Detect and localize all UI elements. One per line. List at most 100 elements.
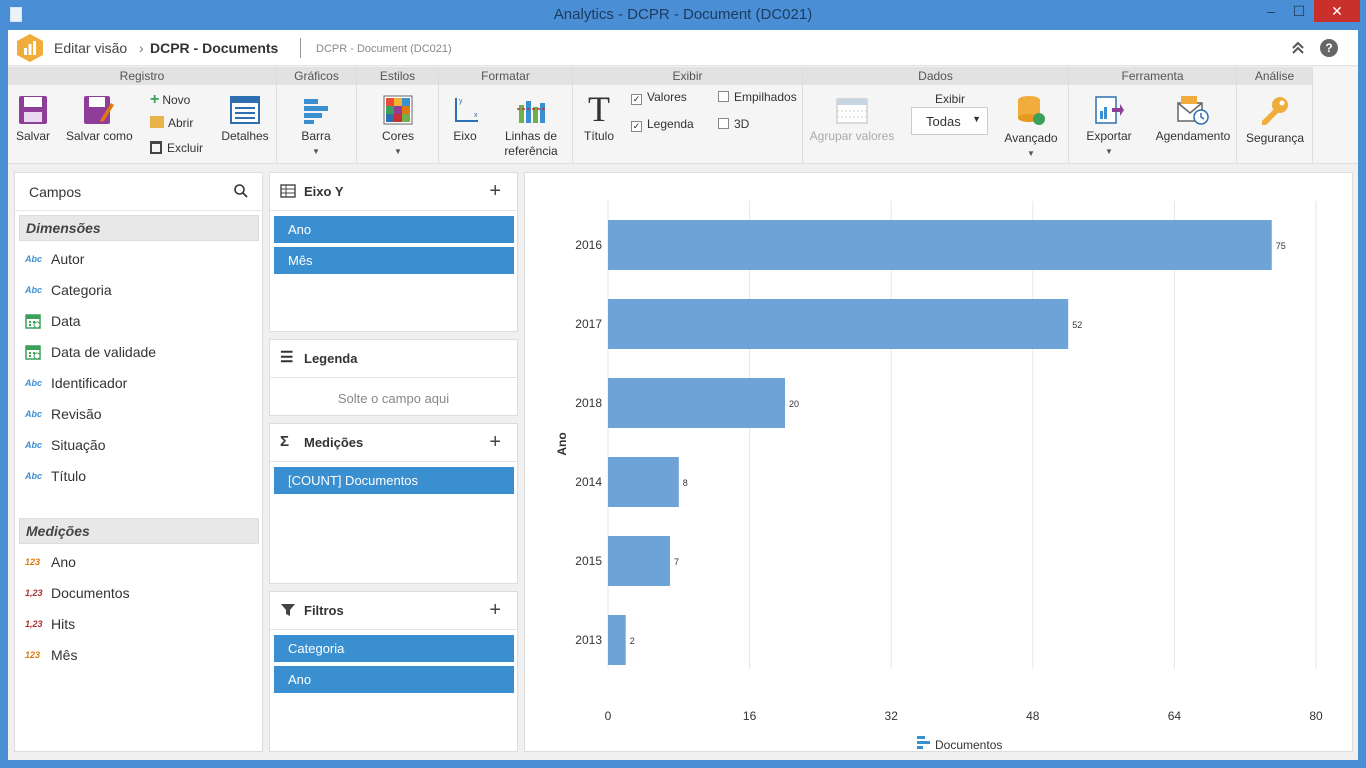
- legend-zone-header: ☰ Legenda: [270, 340, 517, 378]
- close-button[interactable]: ✕: [1314, 0, 1360, 22]
- delete-button[interactable]: Excluir: [150, 141, 203, 155]
- measure-chip[interactable]: [COUNT] Documentos: [274, 467, 514, 494]
- legend-zone-title: Legenda: [304, 351, 358, 366]
- page-subtitle: DCPR - Document (DC021): [316, 43, 452, 55]
- maximize-button[interactable]: ☐: [1292, 3, 1306, 19]
- advanced-label: Avançado: [1004, 131, 1058, 145]
- colors-button[interactable]: Cores ▼: [373, 95, 423, 156]
- axis-button[interactable]: y x Eixo: [447, 95, 483, 143]
- dimension-field-item[interactable]: Abc Situação: [25, 437, 105, 457]
- dimension-field-item[interactable]: Abc Autor: [25, 251, 84, 271]
- divider: [300, 38, 301, 58]
- search-icon[interactable]: [234, 184, 248, 198]
- dimension-field-item[interactable]: Data: [25, 313, 81, 333]
- breadcrumb-separator: ›: [139, 40, 144, 56]
- text-type-icon: Abc: [25, 285, 43, 295]
- reference-lines-label-1: Linhas de: [504, 129, 558, 143]
- dimension-field-item[interactable]: Abc Título: [25, 468, 86, 488]
- save-as-button[interactable]: Salvar como: [66, 95, 133, 143]
- stacked-checkbox[interactable]: Empilhados: [718, 90, 797, 104]
- axis-icon: y x: [455, 98, 478, 122]
- save-as-icon: [84, 96, 114, 124]
- stacked-check-icon: [718, 91, 729, 102]
- folder-search-icon: [150, 116, 164, 128]
- filter-chip[interactable]: Categoria: [274, 635, 514, 662]
- filter-funnel-icon: [281, 604, 295, 616]
- add-measure-icon[interactable]: +: [489, 431, 501, 453]
- breadcrumb-edit-view[interactable]: Editar visão: [54, 40, 128, 56]
- dimension-field-item[interactable]: Abc Categoria: [25, 282, 112, 302]
- measure-field-item[interactable]: 123 Mês: [25, 647, 77, 667]
- details-button[interactable]: Detalhes: [220, 95, 270, 143]
- x-tick-label: 16: [743, 709, 757, 723]
- legend-swatch: [917, 741, 930, 744]
- advanced-button[interactable]: Avançado ▼: [1001, 95, 1061, 158]
- chevron-down-icon: ▼: [312, 147, 320, 156]
- measure-field-item[interactable]: 1,23 Documentos: [25, 585, 130, 605]
- text-type-icon: Abc: [25, 378, 43, 388]
- security-button[interactable]: Segurança: [1243, 95, 1307, 145]
- fields-panel: Campos Dimensões Abc Autor Abc Categoria Dat…: [14, 172, 263, 752]
- data-label: 20: [789, 399, 799, 409]
- dimension-field-item[interactable]: Abc Revisão: [25, 406, 102, 426]
- bar: [608, 457, 679, 507]
- legend-drop-hint[interactable]: Solte o campo aqui: [337, 391, 450, 406]
- table-grid-icon: [280, 184, 296, 198]
- add-y-axis-icon[interactable]: +: [489, 180, 501, 202]
- data-label: 52: [1072, 320, 1082, 330]
- dimension-field-item[interactable]: Abc Identificador: [25, 375, 127, 395]
- dimension-field-label: Revisão: [51, 406, 102, 422]
- filters-zone-header: Filtros +: [270, 592, 517, 630]
- x-tick-label: 80: [1309, 709, 1323, 723]
- 3d-checkbox[interactable]: 3D: [718, 117, 749, 131]
- window-title: Analytics - DCPR - Document (DC021): [553, 6, 813, 23]
- values-checkbox[interactable]: ✓ Valores: [631, 90, 687, 105]
- open-button[interactable]: Abrir: [150, 116, 193, 130]
- new-button[interactable]: + Novo: [150, 91, 190, 109]
- dimension-field-label: Data: [51, 313, 81, 329]
- reference-lines-button[interactable]: Linhas de referência: [501, 95, 561, 158]
- stacked-label: Empilhados: [734, 90, 797, 104]
- bar-chart-button[interactable]: Barra ▼: [291, 95, 341, 156]
- number-type-icon: 1,23: [25, 588, 43, 598]
- schedule-mail-icon: [1177, 96, 1209, 125]
- add-filter-icon[interactable]: +: [489, 599, 501, 621]
- group-values-button[interactable]: Agrupar valores: [809, 95, 895, 143]
- export-button[interactable]: Exportar ▼: [1081, 95, 1137, 156]
- help-icon[interactable]: ?: [1320, 39, 1338, 57]
- y-axis-chip[interactable]: Ano: [274, 216, 514, 243]
- 3d-check-icon: [718, 118, 729, 129]
- group-estilos: Estilos Cores ▼: [357, 67, 439, 164]
- y-axis-zone-title: Eixo Y: [304, 184, 344, 199]
- svg-text:x: x: [474, 112, 478, 119]
- minimize-button[interactable]: –: [1267, 3, 1275, 19]
- group-title: Análise: [1237, 67, 1312, 85]
- group-formatar: Formatar y x Eixo: [439, 67, 573, 164]
- dimension-field-item[interactable]: Data de validade: [25, 344, 156, 364]
- title-button[interactable]: T Título: [579, 91, 619, 143]
- color-palette-icon: [383, 95, 413, 125]
- measure-field-label: Documentos: [51, 585, 130, 601]
- measure-field-item[interactable]: 123 Ano: [25, 554, 76, 574]
- measure-field-label: Ano: [51, 554, 76, 570]
- fields-panel-title: Campos: [29, 184, 82, 200]
- save-button[interactable]: Salvar: [14, 95, 52, 143]
- show-select-label: Exibir: [934, 92, 965, 106]
- legend-checkbox[interactable]: ✓ Legenda: [631, 117, 694, 132]
- collapse-chevron-icon[interactable]: [1289, 39, 1307, 57]
- colors-label: Cores: [381, 129, 414, 143]
- dimension-field-label: Autor: [51, 251, 85, 267]
- x-tick-label: 64: [1168, 709, 1182, 723]
- group-values-label: Agrupar valores: [809, 129, 895, 143]
- chevron-down-icon: ▼: [1105, 147, 1113, 156]
- y-tick-label: 2014: [575, 475, 602, 489]
- filter-chip[interactable]: Ano: [274, 666, 514, 693]
- sigma-icon: Σ: [280, 433, 290, 450]
- y-axis-chip[interactable]: Mês: [274, 247, 514, 274]
- measure-field-item[interactable]: 1,23 Hits: [25, 616, 75, 636]
- scheduling-button[interactable]: Agendamento: [1155, 95, 1231, 143]
- group-analise: Análise Segurança: [1237, 67, 1313, 164]
- x-tick-label: 0: [605, 709, 612, 723]
- show-select[interactable]: Todas ▼: [911, 107, 988, 135]
